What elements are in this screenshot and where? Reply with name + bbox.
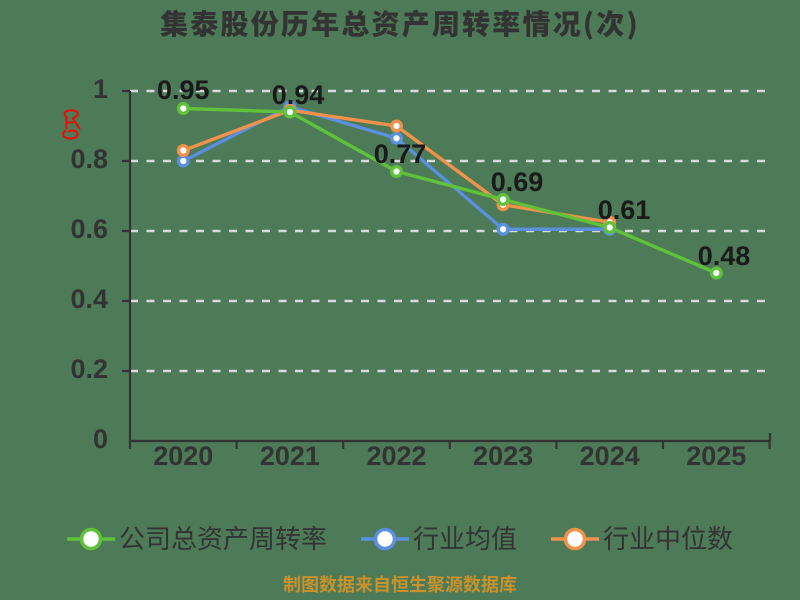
svg-text:0.2: 0.2 [70, 354, 108, 384]
svg-text:0.94: 0.94 [272, 80, 325, 110]
svg-text:0: 0 [93, 424, 108, 454]
svg-text:0.4: 0.4 [70, 284, 108, 314]
svg-text:1: 1 [93, 74, 108, 104]
svg-text:2021: 2021 [260, 441, 320, 471]
svg-text:公司总资产周转率: 公司总资产周转率 [119, 519, 327, 556]
svg-text:行业均值: 行业均值 [413, 519, 517, 556]
svg-text:行业中位数: 行业中位数 [603, 519, 733, 556]
svg-text:0.6: 0.6 [70, 214, 108, 244]
svg-text:2023: 2023 [473, 441, 533, 471]
svg-text:制图数据来自恒生聚源数据库: 制图数据来自恒生聚源数据库 [283, 571, 517, 597]
svg-text:2024: 2024 [580, 441, 640, 471]
svg-text:2020: 2020 [153, 441, 213, 471]
svg-text:0.48: 0.48 [698, 241, 751, 271]
svg-text:0.95: 0.95 [157, 75, 210, 105]
svg-text:0.61: 0.61 [598, 195, 651, 225]
svg-text:2022: 2022 [366, 441, 426, 471]
svg-text:2025: 2025 [686, 441, 746, 471]
svg-text:0.8: 0.8 [70, 144, 108, 174]
svg-text:0.69: 0.69 [491, 167, 544, 197]
svg-text:0.77: 0.77 [374, 139, 427, 169]
